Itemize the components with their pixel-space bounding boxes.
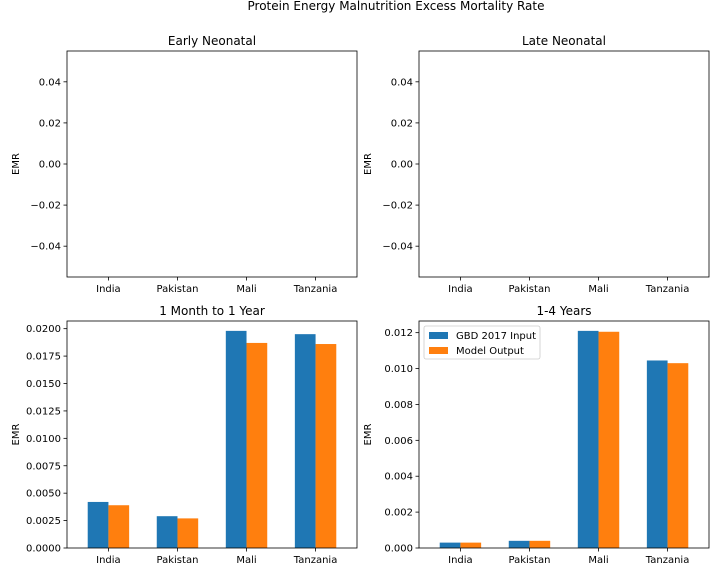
subplot-title: 1-4 Years: [536, 304, 591, 318]
y-tick-label: 0.04: [39, 77, 61, 88]
bar-tanzania-series-1: [646, 360, 668, 548]
y-tick-label: 0.0150: [26, 379, 61, 390]
subplot-title: 1 Month to 1 Year: [159, 304, 265, 318]
bar-pakistan-series-2: [177, 518, 199, 548]
y-tick-label: 0.02: [391, 118, 413, 129]
legend-label-2: Model Output: [456, 346, 524, 357]
bar-tanzania-series-2: [667, 363, 689, 548]
y-tick-label: 0.0175: [26, 352, 61, 363]
y-tick-label: −0.04: [382, 242, 413, 253]
legend-swatch-1: [429, 332, 448, 339]
bar-tanzania-series-1: [294, 334, 316, 548]
y-tick-label: 0.00: [391, 160, 413, 171]
x-tick-label: Tanzania: [293, 284, 338, 295]
bar-mali-series-1: [225, 330, 247, 548]
subplot-title: Early Neonatal: [168, 34, 256, 48]
y-tick-label: 0.0125: [26, 406, 61, 417]
x-tick-label: Mali: [588, 284, 608, 295]
y-tick-label: 0.0025: [26, 516, 61, 527]
y-tick-label: −0.02: [382, 201, 413, 212]
y-axis-label: EMR: [11, 424, 22, 446]
y-tick-label: 0.00: [39, 160, 61, 171]
legend-box: [423, 325, 541, 360]
subplot-1: −0.04 −0.02 0.00 0.02 0.04 India Pakistan Mali T…: [11, 34, 358, 295]
y-axis-label: EMR: [363, 153, 374, 175]
subplot-2: −0.04 −0.02 0.00 0.02 0.04 India Pakistan Mali T…: [363, 34, 710, 295]
bar-tanzania-series-2: [315, 344, 337, 548]
x-tick-label: Pakistan: [509, 555, 551, 566]
legend: GBD 2017 Input Model Output: [423, 325, 541, 360]
y-tick-label: −0.04: [30, 242, 61, 253]
x-tick-label: India: [96, 284, 121, 295]
y-tick-label: 0.000: [384, 544, 413, 555]
x-tick-label: Mali: [236, 284, 256, 295]
x-tick-label: Pakistan: [157, 555, 199, 566]
bar-mali-series-2: [598, 331, 620, 548]
y-tick-label: 0.002: [384, 508, 413, 519]
bar-pakistan-series-2: [529, 540, 551, 548]
x-tick-label: India: [96, 555, 121, 566]
y-axis-label: EMR: [11, 153, 22, 175]
x-tick-label: Pakistan: [157, 284, 199, 295]
bar-india-series-1: [87, 501, 109, 548]
y-tick-label: 0.010: [384, 364, 413, 375]
bar-mali-series-2: [246, 342, 268, 548]
x-tick-label: Mali: [588, 555, 608, 566]
legend-label-1: GBD 2017 Input: [456, 331, 536, 342]
legend-swatch-2: [429, 347, 448, 354]
plot-frame: [66, 320, 358, 549]
figure-title: Protein Energy Malnutrition Excess Morta…: [248, 0, 545, 13]
x-tick-label: Tanzania: [645, 555, 690, 566]
subplot-3: 0.0000 0.0025 0.0050 0.0075 0.0100 0.0125 0.01…: [11, 304, 358, 566]
plot-frame: [418, 320, 710, 549]
x-tick-label: India: [448, 284, 473, 295]
y-tick-label: 0.0100: [26, 434, 61, 445]
plot-frame: [66, 50, 358, 278]
y-tick-label: 0.02: [39, 118, 61, 129]
x-tick-label: Tanzania: [645, 284, 690, 295]
bar-india-series-2: [460, 542, 482, 548]
bar-india-series-1: [439, 542, 461, 548]
y-tick-label: 0.0075: [26, 461, 61, 472]
y-tick-label: 0.006: [384, 436, 413, 447]
y-tick-label: 0.008: [384, 400, 413, 411]
bar-mali-series-1: [577, 330, 599, 548]
plot-frame: [418, 50, 710, 278]
subplot-title: Late Neonatal: [522, 34, 606, 48]
y-tick-label: 0.004: [384, 472, 413, 483]
y-tick-label: −0.02: [30, 201, 61, 212]
bar-india-series-2: [108, 505, 130, 548]
y-tick-label: 0.0050: [26, 489, 61, 500]
y-tick-label: 0.04: [391, 77, 413, 88]
y-axis-label: EMR: [363, 424, 374, 446]
y-tick-label: 0.0000: [26, 544, 61, 555]
bar-pakistan-series-1: [156, 516, 178, 548]
x-tick-label: India: [448, 555, 473, 566]
bar-pakistan-series-1: [508, 540, 530, 548]
subplot-grid: −0.04 −0.02 0.00 0.02 0.04 India Pakistan Mali T…: [11, 34, 710, 566]
y-tick-label: 0.0200: [26, 324, 61, 335]
x-tick-label: Mali: [236, 555, 256, 566]
x-tick-label: Tanzania: [293, 555, 338, 566]
subplot-4: 0.000 0.002 0.004 0.006 0.008 0.010 0.012 India…: [363, 304, 710, 566]
x-tick-label: Pakistan: [509, 284, 551, 295]
y-tick-label: 0.012: [384, 328, 413, 339]
